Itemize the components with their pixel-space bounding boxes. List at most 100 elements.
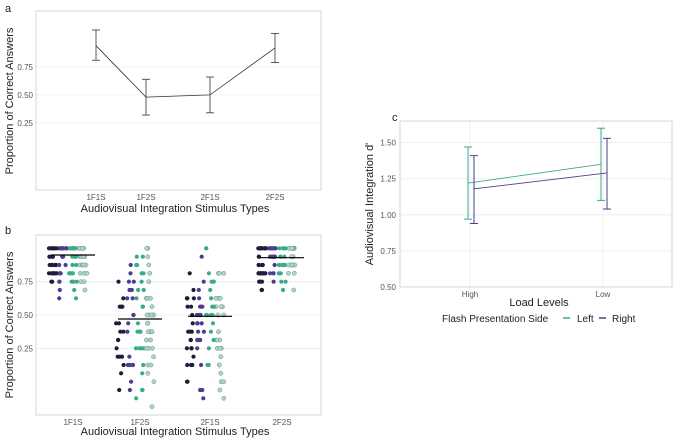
panel-a-xtick: 2F2S bbox=[265, 193, 284, 202]
panel-b-point bbox=[144, 312, 150, 318]
panel-c-xtick: High bbox=[462, 290, 478, 299]
panel-b-point bbox=[146, 262, 152, 268]
panel-b-point bbox=[216, 329, 221, 335]
panel-b-point bbox=[283, 279, 288, 284]
panel-b-xtick: 1F1S bbox=[63, 418, 82, 427]
panel-b-point bbox=[195, 346, 200, 351]
panel-b-point bbox=[216, 362, 222, 368]
panel-b-ytick: 0.50 bbox=[17, 311, 33, 320]
panel-b-point bbox=[53, 262, 59, 268]
panel-b-point bbox=[125, 329, 130, 334]
panel-b-point bbox=[140, 387, 145, 393]
panel-b-point bbox=[277, 246, 282, 251]
panel-c-ytick: 1.00 bbox=[380, 211, 396, 220]
panel-b-point bbox=[130, 362, 136, 368]
panel-b-point bbox=[149, 304, 155, 310]
panel-b-point bbox=[54, 246, 59, 251]
panel-b-point bbox=[82, 287, 88, 293]
panel-b-point bbox=[140, 371, 145, 376]
panel-b-point bbox=[258, 246, 263, 251]
panel-b-point bbox=[131, 279, 136, 284]
panel-b-point bbox=[196, 287, 201, 293]
panel-b-point bbox=[283, 246, 288, 251]
panel-b-xtick: 2F1S bbox=[200, 418, 219, 427]
panel-b-point bbox=[260, 262, 265, 268]
panel-b-point bbox=[221, 379, 227, 385]
panel-a-xlabel: Audiovisual Integration Stimulus Types bbox=[81, 203, 270, 215]
panel-b-point bbox=[118, 329, 123, 334]
panel-b-point bbox=[201, 396, 206, 401]
panel-b-point bbox=[260, 271, 266, 276]
panel-b-point bbox=[191, 296, 196, 301]
panel-c-ytick: 1.25 bbox=[380, 175, 396, 184]
panel-b-point bbox=[211, 304, 216, 309]
panel-c-ytick: 0.75 bbox=[380, 247, 396, 256]
panel-b-point bbox=[144, 245, 150, 251]
panel-b-point bbox=[276, 271, 281, 276]
panel-c-ytick: 1.50 bbox=[380, 139, 396, 148]
panel-b-point bbox=[221, 395, 227, 401]
panel-b-point bbox=[150, 345, 155, 351]
panel-b-point bbox=[148, 312, 154, 318]
panel-b-point bbox=[144, 337, 149, 343]
panel-b-point bbox=[125, 296, 130, 301]
panel-b-point bbox=[218, 295, 223, 301]
panel-a-frame bbox=[35, 10, 322, 191]
panel-b-point bbox=[121, 329, 126, 334]
panel-b-point bbox=[51, 271, 56, 276]
panel-b-point bbox=[190, 362, 195, 368]
panel-b-point bbox=[279, 279, 284, 284]
panel-a-xtick: 2F1S bbox=[200, 193, 219, 202]
panel-b-point bbox=[135, 329, 140, 334]
panel-b-point bbox=[116, 279, 121, 284]
panel-b-point bbox=[72, 287, 77, 293]
panel-b-point bbox=[198, 387, 203, 393]
panel-b-point bbox=[121, 362, 126, 368]
panel-b-point bbox=[84, 270, 90, 276]
legend-title: Flash Presentation Side bbox=[442, 314, 549, 325]
panel-b-point bbox=[151, 354, 156, 360]
panel-b-point bbox=[151, 379, 157, 385]
panel-b-point bbox=[134, 296, 139, 301]
panel-b-point bbox=[118, 304, 123, 309]
panel-a-ytick: 0.75 bbox=[17, 63, 33, 72]
panel-c-line-right bbox=[473, 172, 608, 190]
panel-b-point bbox=[140, 304, 145, 309]
panel-b-point bbox=[136, 287, 141, 293]
legend-left-label: Left bbox=[577, 314, 594, 325]
panel-b-point bbox=[208, 287, 213, 293]
panel-b-point bbox=[189, 304, 194, 309]
panel-b-point bbox=[218, 354, 224, 360]
panel-b-point bbox=[49, 279, 54, 284]
panel-b-point bbox=[119, 354, 125, 359]
panel-a-label: a bbox=[5, 3, 12, 15]
panel-b-point bbox=[121, 296, 126, 301]
panel-b-point bbox=[127, 387, 132, 393]
panel-b-point bbox=[134, 396, 139, 401]
panel-b-point bbox=[259, 287, 265, 293]
panel-b-point bbox=[145, 254, 151, 260]
panel-c-ylabel: Audiovisual Integration d' bbox=[364, 143, 376, 266]
panel-b-point bbox=[116, 337, 121, 343]
panel-b-ytick: 0.25 bbox=[17, 344, 33, 353]
panel-a: a 0.25 0.50 0.75 1F1S 1F2S 2F1S 2F2S Audiovis… bbox=[4, 3, 322, 215]
panel-a-xtick: 1F1S bbox=[86, 193, 105, 202]
panel-c: c 0.50 0.75 1.00 1.25 1.50 High Low Load Leve… bbox=[364, 112, 673, 325]
panel-b-point bbox=[257, 271, 262, 276]
panel-b-point bbox=[130, 296, 135, 301]
panel-b-point bbox=[116, 321, 122, 326]
panel-b-point bbox=[57, 271, 62, 276]
panel-b-point bbox=[208, 329, 213, 334]
panel-b-point bbox=[199, 321, 204, 326]
panel-b-point bbox=[119, 371, 124, 376]
panel-b-point bbox=[211, 337, 216, 343]
panel-b-point bbox=[74, 279, 79, 284]
panel-b-point bbox=[73, 246, 78, 251]
panel-b-point bbox=[133, 346, 139, 351]
panel-b-point bbox=[73, 296, 79, 301]
panel-b-point bbox=[115, 354, 120, 359]
panel-b-point bbox=[190, 321, 195, 326]
legend: Flash Presentation Side Left Right bbox=[442, 314, 636, 325]
panel-b-point bbox=[145, 370, 151, 376]
